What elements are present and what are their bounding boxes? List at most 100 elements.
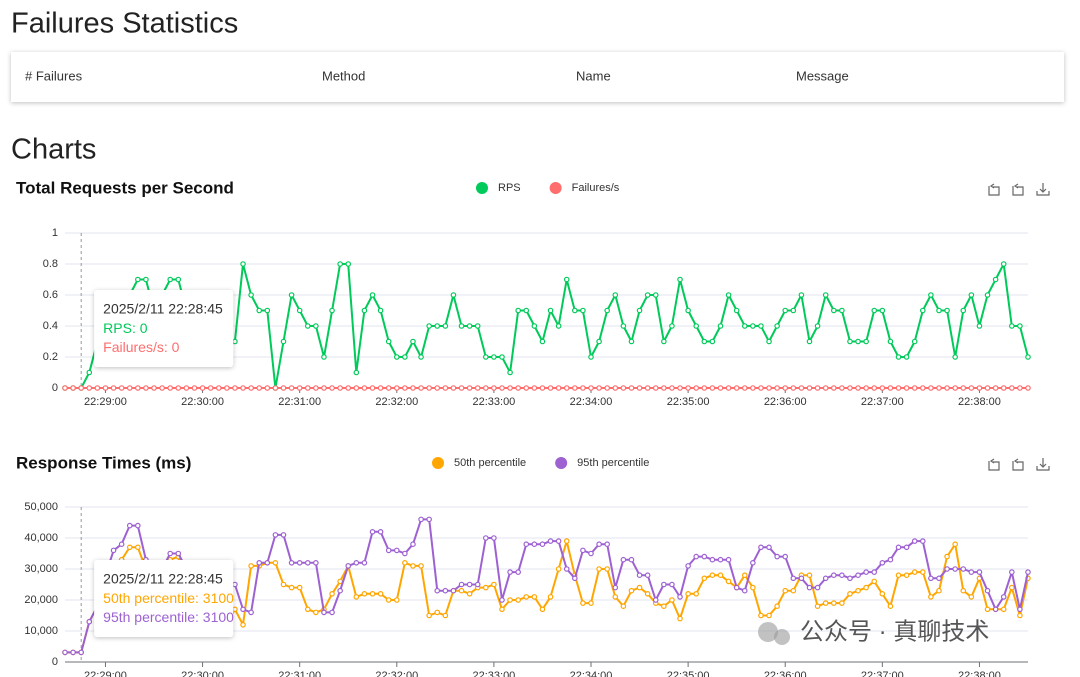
tooltip-value: 3100 — [203, 609, 234, 625]
data-point — [410, 541, 416, 548]
tooltip-item: Failures/s: 0 — [103, 339, 179, 355]
data-point — [652, 597, 659, 603]
data-point — [992, 606, 999, 613]
data-point — [240, 621, 246, 628]
data-point — [693, 553, 700, 560]
data-point — [86, 618, 93, 625]
data-point — [232, 338, 238, 345]
legend-label[interactable]: 95th percentile — [577, 457, 649, 469]
data-point — [774, 603, 780, 610]
data-point — [515, 569, 521, 575]
data-point — [329, 590, 335, 597]
data-point — [377, 590, 384, 597]
data-point — [410, 385, 416, 391]
data-point — [110, 547, 117, 554]
data-point — [895, 544, 902, 551]
data-point — [572, 385, 578, 391]
data-point — [717, 572, 724, 579]
data-point — [911, 338, 918, 345]
data-point — [434, 587, 441, 594]
data-point — [588, 354, 594, 360]
data-point — [952, 354, 958, 360]
data-point — [685, 307, 691, 314]
data-point — [466, 590, 473, 597]
y-tick-label: 0.6 — [43, 289, 58, 301]
data-point — [596, 338, 602, 345]
data-point — [919, 538, 926, 544]
data-point — [78, 649, 84, 656]
legend-marker — [549, 182, 562, 194]
data-point — [830, 572, 837, 579]
toolbox-icon[interactable] — [1036, 458, 1050, 471]
data-point — [523, 594, 530, 600]
data-point — [361, 590, 368, 597]
data-point — [588, 600, 594, 606]
data-point — [612, 594, 619, 600]
data-point — [337, 385, 343, 391]
data-point — [555, 385, 562, 391]
data-point — [531, 323, 538, 329]
data-point — [952, 385, 958, 391]
tooltip-value: 0 — [140, 320, 148, 336]
data-point — [539, 385, 546, 391]
data-point — [345, 563, 352, 569]
data-point — [661, 338, 667, 345]
data-point — [693, 590, 700, 597]
data-point — [604, 385, 610, 391]
data-point — [264, 559, 271, 566]
data-point — [709, 385, 716, 391]
data-point — [118, 385, 125, 391]
data-point — [879, 559, 886, 566]
y-tick-label: 50,000 — [24, 501, 58, 513]
data-point — [984, 587, 991, 594]
data-point — [685, 563, 691, 569]
data-point — [555, 538, 562, 544]
data-point — [960, 385, 967, 391]
data-point — [968, 569, 975, 575]
data-point — [499, 597, 505, 603]
data-point — [588, 550, 594, 557]
data-point — [499, 385, 505, 391]
x-tick-label: 22:38:00 — [958, 396, 1001, 408]
tooltip-item: 50th percentile: 3100 — [103, 590, 234, 606]
x-tick-label: 22:36:00 — [764, 670, 807, 677]
data-point — [256, 307, 263, 314]
toolbox-icon[interactable] — [988, 183, 1000, 196]
data-point — [661, 385, 667, 391]
data-point — [539, 338, 546, 345]
data-point — [321, 354, 327, 360]
data-point — [871, 569, 878, 575]
data-point — [636, 385, 643, 391]
data-point — [750, 559, 756, 566]
data-point — [361, 385, 368, 391]
data-point — [733, 584, 740, 591]
data-point — [839, 600, 845, 606]
y-tick-label: 0.4 — [43, 320, 58, 332]
legend-label[interactable]: 50th percentile — [454, 457, 526, 469]
data-point — [313, 559, 319, 566]
data-point — [717, 385, 724, 391]
y-tick-label: 0.2 — [43, 351, 58, 363]
data-point — [361, 307, 368, 314]
data-point — [952, 566, 958, 572]
data-point — [725, 292, 732, 298]
data-point — [232, 581, 238, 588]
legend-label[interactable]: Failures/s — [572, 182, 620, 194]
data-point — [725, 578, 732, 585]
chart: Response Times (ms) 50th percentile 95th p… — [16, 453, 1050, 677]
data-point — [167, 276, 174, 283]
data-point — [652, 292, 659, 298]
data-point — [288, 385, 295, 391]
data-point — [296, 559, 303, 566]
data-point — [798, 385, 805, 391]
data-point — [790, 587, 797, 594]
data-point — [814, 603, 821, 610]
data-point — [434, 385, 441, 391]
toolbox-icon[interactable] — [1036, 183, 1050, 196]
toolbox-icon[interactable] — [988, 458, 1000, 471]
legend-label[interactable]: RPS — [498, 182, 521, 194]
data-point — [879, 385, 886, 391]
data-point — [709, 556, 716, 563]
toolbox-icon[interactable] — [1012, 183, 1024, 196]
toolbox-icon[interactable] — [1012, 458, 1024, 471]
